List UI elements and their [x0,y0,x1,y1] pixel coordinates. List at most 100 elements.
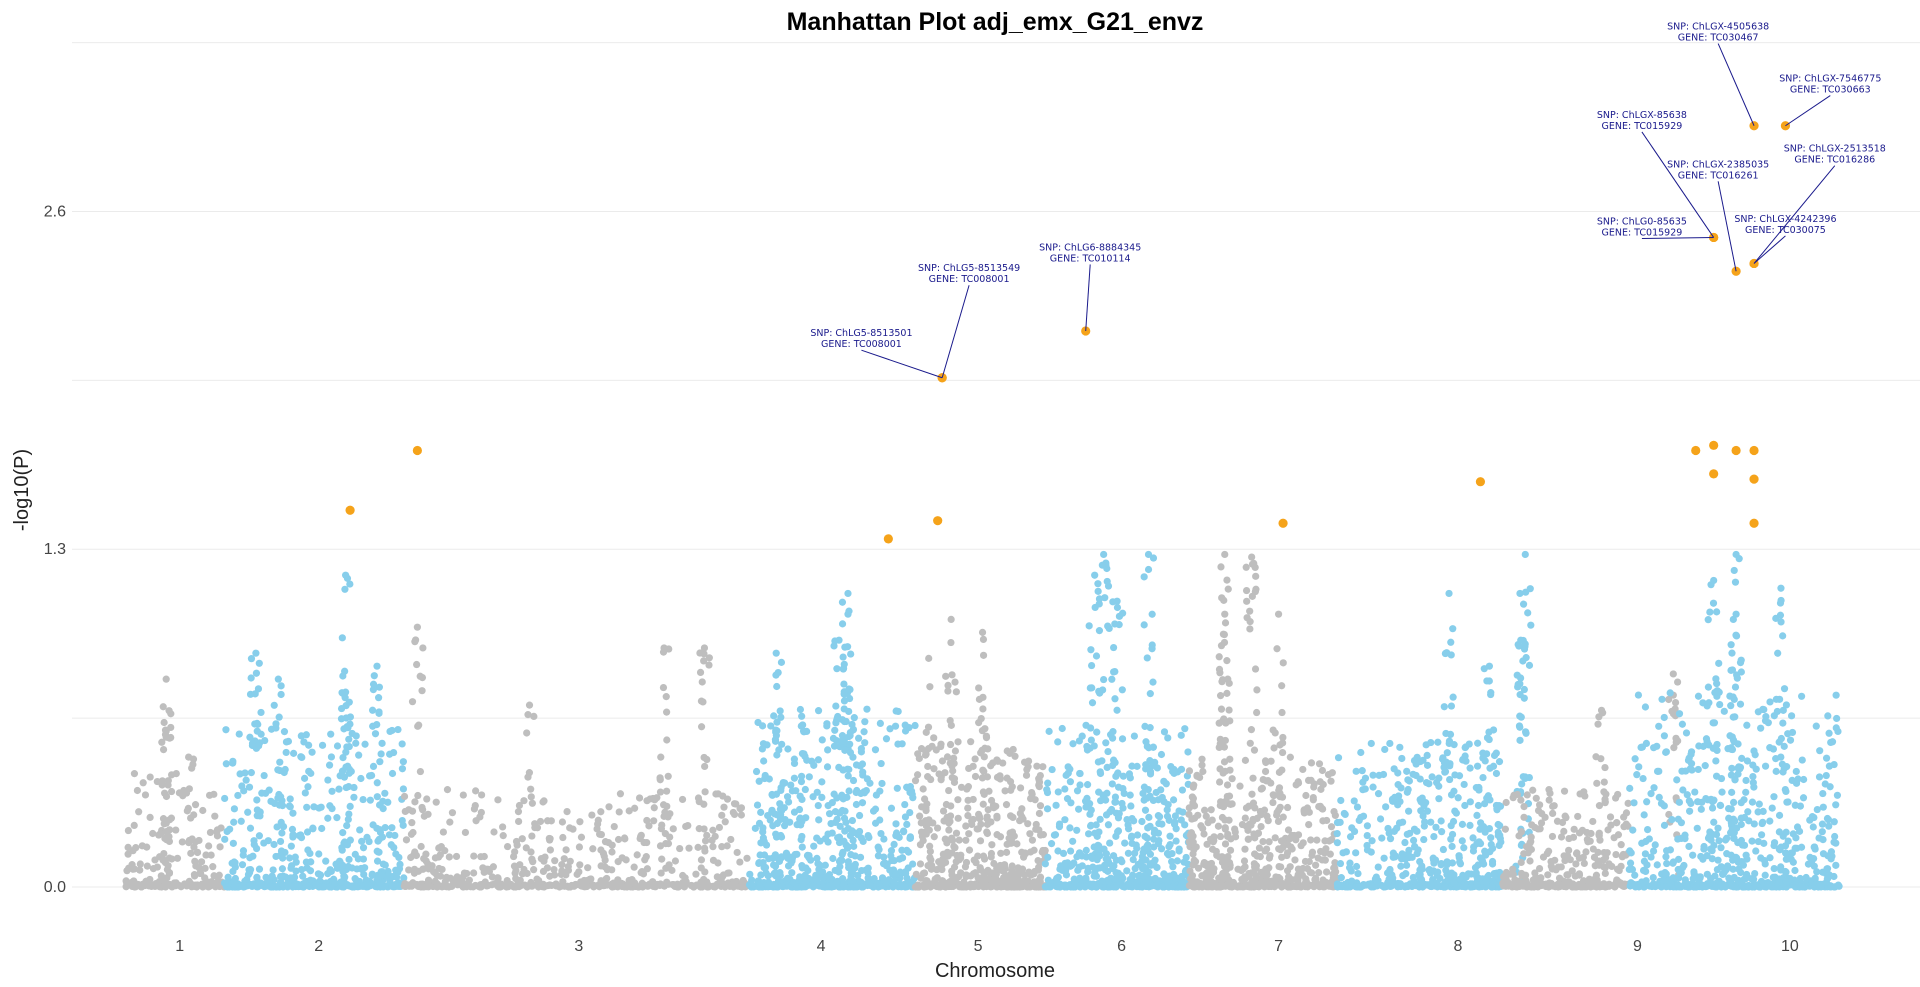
data-point [368,706,377,714]
data-point [1577,881,1585,890]
data-point [551,857,559,865]
data-point [376,879,384,887]
data-point [1655,722,1663,730]
data-point [1294,778,1302,786]
data-point [1512,883,1520,891]
data-point [239,883,248,891]
data-point [1013,840,1021,848]
data-point [1146,690,1154,698]
data-point [1531,869,1539,877]
data-point [1114,814,1123,822]
data-point [346,580,354,588]
data-point [1334,754,1343,762]
data-point [1822,754,1831,762]
data-point [605,803,613,811]
data-point [857,745,865,753]
data-point [1263,845,1271,853]
data-point [376,826,384,834]
data-point [1795,827,1804,835]
data-point [1217,705,1226,713]
data-point [524,711,532,719]
data-point [1131,864,1139,873]
data-point [527,793,535,801]
data-point [1317,785,1325,793]
data-point [297,831,305,839]
data-point [346,720,354,728]
data-point [1825,762,1833,770]
data-point [674,883,682,891]
data-point [1488,883,1496,891]
data-point [1139,789,1147,798]
data-point [1689,851,1697,859]
data-point [614,835,623,844]
data-point [1816,747,1824,755]
data-point [772,671,780,679]
data-point [301,789,309,797]
data-point [1299,765,1307,774]
data-point [860,728,868,736]
data-point [337,878,345,886]
data-point [1310,780,1318,788]
data-point [123,867,131,875]
data-point [700,644,709,652]
data-point [1483,794,1491,802]
data-point [597,877,605,885]
data-point [441,877,449,886]
data-point [167,814,176,822]
data-point [864,864,872,872]
data-point [559,833,567,842]
data-point [1036,772,1044,780]
data-point [286,854,294,862]
data-point [1051,831,1060,839]
data-point [813,854,821,862]
data-point [1386,739,1394,748]
data-point [523,729,531,737]
data-point [333,814,341,822]
data-point [1557,833,1566,841]
data-point [552,882,560,890]
data-point [697,856,706,864]
data-point [1701,762,1709,770]
data-point [738,883,746,891]
data-point [1144,550,1153,559]
data-point [700,800,708,808]
data-point [718,811,726,819]
data-point [308,748,316,756]
data-point [1593,876,1601,884]
data-point [906,788,914,797]
data-point [1313,836,1321,844]
data-point [663,708,671,716]
data-point [1236,782,1244,790]
data-point [736,858,744,866]
data-point [253,874,261,882]
data-point [277,793,285,801]
data-point [298,753,306,762]
data-point [1108,862,1117,870]
data-point [1001,787,1009,795]
data-point [1548,832,1557,841]
data-point [1570,825,1578,833]
data-point [1717,844,1725,852]
data-point [997,849,1005,857]
data-point [185,879,193,887]
data-point [1223,689,1231,697]
data-point [1492,749,1500,757]
data-point [229,757,237,765]
data-point [1164,734,1172,742]
data-point [1267,779,1275,787]
data-point [643,797,651,805]
data-point [399,785,408,793]
data-point [373,662,381,670]
data-point [924,862,932,870]
data-point [1087,661,1096,670]
data-point [1263,866,1271,875]
data-point [846,832,855,840]
data-point [1150,829,1158,837]
data-point [432,798,440,806]
data-point [1562,814,1570,822]
data-point [230,805,239,813]
data-point [167,787,176,796]
data-point [160,718,168,727]
data-point [199,883,207,891]
data-point [1141,722,1149,730]
